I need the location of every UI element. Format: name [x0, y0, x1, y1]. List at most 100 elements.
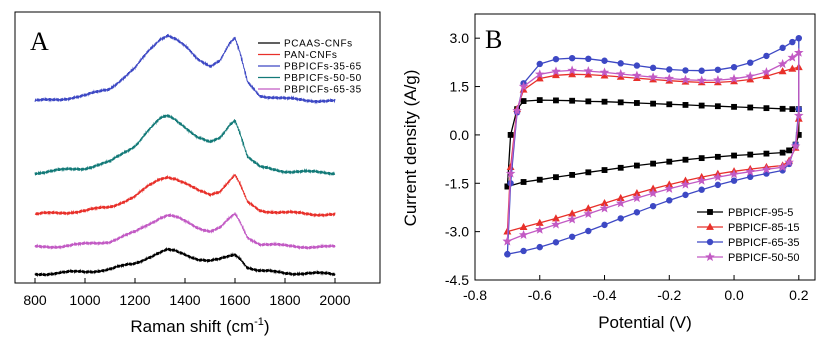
cv-x-tick-label: 0.0	[724, 287, 744, 303]
cv-data-point	[777, 58, 788, 69]
cv-data-point	[650, 100, 656, 107]
cv-data-point	[786, 147, 792, 154]
cv-series-pbpicf-50-50	[502, 47, 804, 246]
cv-data-point	[787, 52, 798, 62]
cv-x-tick-label: 0.2	[789, 287, 809, 303]
cv-legend-label: PBPICF-95-5	[728, 207, 793, 219]
raman-x-ticks: 800 1000 1200 1400 1600 1800 2000	[23, 278, 351, 308]
cv-data-point	[698, 186, 705, 193]
cv-data-point	[714, 103, 721, 110]
cv-data-point	[698, 155, 705, 162]
cv-x-ticks: -0.8 -0.6 -0.4 -0.2 0.0 0.2	[463, 275, 809, 303]
cv-data-point	[551, 219, 561, 229]
cv-series-group	[502, 34, 804, 258]
cv-data-point	[553, 97, 559, 104]
cv-data-point	[747, 59, 754, 66]
cv-data-point	[666, 197, 673, 204]
cv-data-point	[789, 38, 796, 46]
cv-legend-label: PBPICF-85-15	[728, 222, 800, 234]
cv-y-tick-label: -1.5	[445, 175, 469, 191]
cv-data-point	[633, 209, 641, 216]
cv-data-point	[632, 70, 642, 80]
raman-series-pan-cnfs	[34, 173, 336, 218]
cv-data-point	[696, 75, 707, 85]
cv-data-point	[795, 34, 803, 42]
cv-data-point	[747, 151, 754, 158]
cv-data-point	[714, 181, 722, 189]
raman-panel-label: A	[30, 27, 49, 56]
cv-data-point	[731, 103, 737, 110]
raman-x-axis-title: Raman shift (cm-1)	[130, 316, 269, 336]
cv-data-point	[731, 152, 737, 159]
cv-data-point	[552, 71, 560, 79]
cv-data-point	[666, 66, 673, 73]
cv-plot-frame	[474, 13, 816, 281]
cv-data-point	[682, 67, 689, 74]
cv-data-point	[777, 162, 788, 172]
cv-data-point	[568, 54, 576, 62]
cv-data-point	[567, 65, 577, 75]
cv-data-point	[615, 198, 626, 208]
cv-data-point	[520, 98, 527, 104]
cv-data-point	[502, 236, 513, 246]
cv-data-point	[585, 169, 592, 176]
cv-x-tick-label: -0.8	[463, 287, 487, 303]
cv-data-point	[779, 105, 786, 112]
raman-series-pcaas-cnfs	[34, 246, 336, 278]
cv-data-point	[585, 227, 592, 235]
cv-y-axis-title: Current density (A/g)	[401, 70, 420, 227]
cv-data-point	[713, 172, 723, 182]
cv-y-tick-label: -4.5	[445, 272, 469, 288]
cv-data-point	[633, 62, 641, 69]
raman-series-pbpicfs-35-65	[34, 33, 336, 105]
cv-data-point	[585, 98, 592, 105]
raman-x-tick-label: 1000	[69, 292, 100, 308]
raman-legend-label: PBPICFs-65-35	[284, 85, 362, 96]
cv-data-point	[763, 150, 770, 157]
cv-data-point	[536, 176, 543, 183]
cv-data-point	[617, 99, 624, 106]
cv-data-point	[666, 101, 673, 108]
raman-series-group	[34, 33, 336, 278]
cv-data-point	[745, 166, 756, 176]
cv-data-point	[649, 64, 657, 72]
cv-data-point	[520, 179, 527, 185]
cv-data-point	[793, 110, 804, 120]
raman-legend: PCAAS-CNFsPAN-CNFsPBPICFs-35-65PBPICFs-5…	[258, 39, 362, 96]
cv-data-point	[535, 74, 544, 82]
cv-data-point	[648, 72, 658, 82]
cv-panel: B -0.8 -0.6 -0.4 -0.2 0.0 0.2 -4.5 -3.0 -1.5 0.0…	[401, 13, 816, 332]
cv-data-point	[664, 73, 675, 83]
cv-y-tick-label: 0.0	[450, 127, 470, 143]
cv-data-point	[778, 67, 787, 75]
raman-legend-label: PBPICFs-35-65	[284, 62, 362, 73]
cv-data-point	[747, 173, 754, 181]
cv-x-tick-label: -0.6	[528, 287, 552, 303]
raman-legend-label: PBPICFs-50-50	[284, 73, 362, 84]
cv-data-point	[518, 81, 529, 91]
cv-data-point	[617, 215, 624, 222]
cv-legend-marker	[706, 238, 714, 246]
cv-data-point	[761, 66, 772, 77]
cv-data-point	[789, 106, 796, 113]
cv-data-point	[666, 158, 673, 165]
raman-legend-label: PCAAS-CNFs	[284, 39, 353, 50]
cv-data-point	[745, 71, 756, 81]
cv-data-point	[698, 102, 705, 109]
cv-data-point	[632, 193, 642, 203]
cv-x-axis-title: Potential (V)	[598, 313, 692, 332]
cv-legend-marker	[707, 209, 713, 215]
cv-data-point	[615, 68, 626, 79]
cv-data-point	[714, 153, 721, 160]
cv-data-point	[601, 167, 608, 173]
cv-data-point	[552, 55, 560, 63]
cv-data-point	[714, 66, 722, 73]
cv-data-point	[507, 132, 514, 138]
cv-data-point	[569, 171, 576, 178]
cv-data-point	[729, 169, 739, 179]
cv-data-point	[520, 247, 527, 255]
cv-data-point	[505, 168, 516, 178]
cv-y-tick-label: 3.0	[450, 30, 470, 46]
cv-legend-marker	[705, 252, 715, 262]
